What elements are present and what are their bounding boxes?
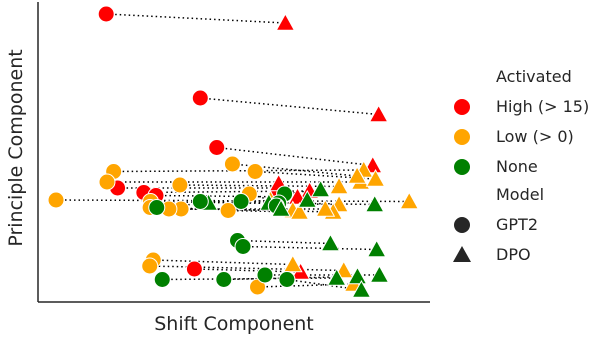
legend-title-model: Model [496, 185, 544, 204]
dpo-point-high-0 [275, 12, 296, 31]
dpo-point-low-19 [315, 198, 336, 217]
gpt2-point-none-32 [215, 271, 233, 288]
dpo-point-low-11 [347, 165, 367, 184]
y-axis-label: Principle Component [5, 49, 27, 246]
gpt2-point-high-1 [191, 89, 209, 107]
pair-connectors [56, 13, 410, 291]
legend-label-high: High (> 15) [496, 97, 589, 116]
dpo-point-none-25 [310, 179, 331, 198]
pair-connector-9 [113, 169, 364, 173]
pair-connector-29 [237, 239, 331, 245]
gpt2-point-low-18 [219, 202, 237, 219]
dpo-point-none-31 [326, 267, 347, 286]
pair-connector-21 [149, 265, 344, 272]
pair-connector-11 [232, 163, 358, 177]
legend-label-low: Low (> 0) [496, 127, 574, 146]
dpo-point-low-12 [365, 168, 386, 187]
gpt2-point-high-7 [185, 260, 203, 278]
legend-marker-none [454, 159, 470, 175]
pair-connector-0 [106, 13, 286, 24]
legend-marker-high [454, 99, 470, 115]
legend-label-dpo: DPO [496, 245, 531, 264]
gpt2-point-low-11 [223, 155, 241, 173]
pair-connector-1 [200, 97, 379, 116]
dpo-point-none-28 [271, 198, 291, 217]
gpt2-point-none-27 [232, 193, 250, 210]
pair-connector-13 [179, 184, 340, 188]
pair-connector-20 [153, 259, 293, 266]
legend-marker-gpt2 [454, 217, 470, 233]
dpo-point-low-18 [289, 201, 310, 220]
dpo-point-none-30 [366, 239, 387, 258]
gpt2-point-low-13 [171, 176, 189, 194]
dpo-point-none-33 [369, 264, 390, 283]
dpo-point-none-32 [347, 266, 368, 285]
gpt2-point-none-30 [234, 238, 252, 255]
gpt2-point-none-31 [153, 271, 171, 288]
data-points [47, 5, 420, 298]
gpt2-point-none-34 [278, 271, 296, 288]
dpo-point-none-34 [351, 279, 372, 298]
pair-connector-25 [284, 188, 321, 195]
gpt2-point-none-33 [256, 266, 274, 284]
dpo-point-none-27 [297, 189, 318, 208]
legend-title-activated: Activated [496, 67, 572, 86]
legend-marker-low [454, 129, 470, 145]
gpt2-point-low-8 [47, 191, 65, 209]
gpt2-point-none-23 [148, 199, 166, 216]
legend-label-none: None [496, 157, 538, 176]
pair-connector-2 [216, 146, 373, 167]
gpt2-point-high-0 [97, 5, 115, 23]
dpo-point-none-26 [364, 194, 385, 213]
dpo-point-low-20 [282, 254, 303, 273]
gpt2-point-low-21 [141, 257, 159, 275]
legend: Activated High (> 15) Low (> 0) None Mod… [453, 67, 589, 264]
gpt2-point-low-12 [246, 163, 264, 180]
pair-connector-4 [143, 190, 310, 194]
gpt2-point-high-2 [208, 139, 226, 156]
dpo-point-low-8 [399, 191, 420, 210]
pair-connector-30 [242, 245, 377, 251]
dpo-point-none-29 [320, 233, 341, 252]
legend-label-gpt2: GPT2 [496, 215, 538, 234]
x-axis-label: Shift Component [154, 313, 314, 335]
dpo-point-low-13 [329, 176, 349, 195]
gpt2-point-low-10 [98, 173, 116, 191]
gpt2-point-none-24 [191, 193, 209, 210]
dpo-point-high-1 [368, 104, 389, 123]
legend-marker-dpo [453, 246, 471, 262]
